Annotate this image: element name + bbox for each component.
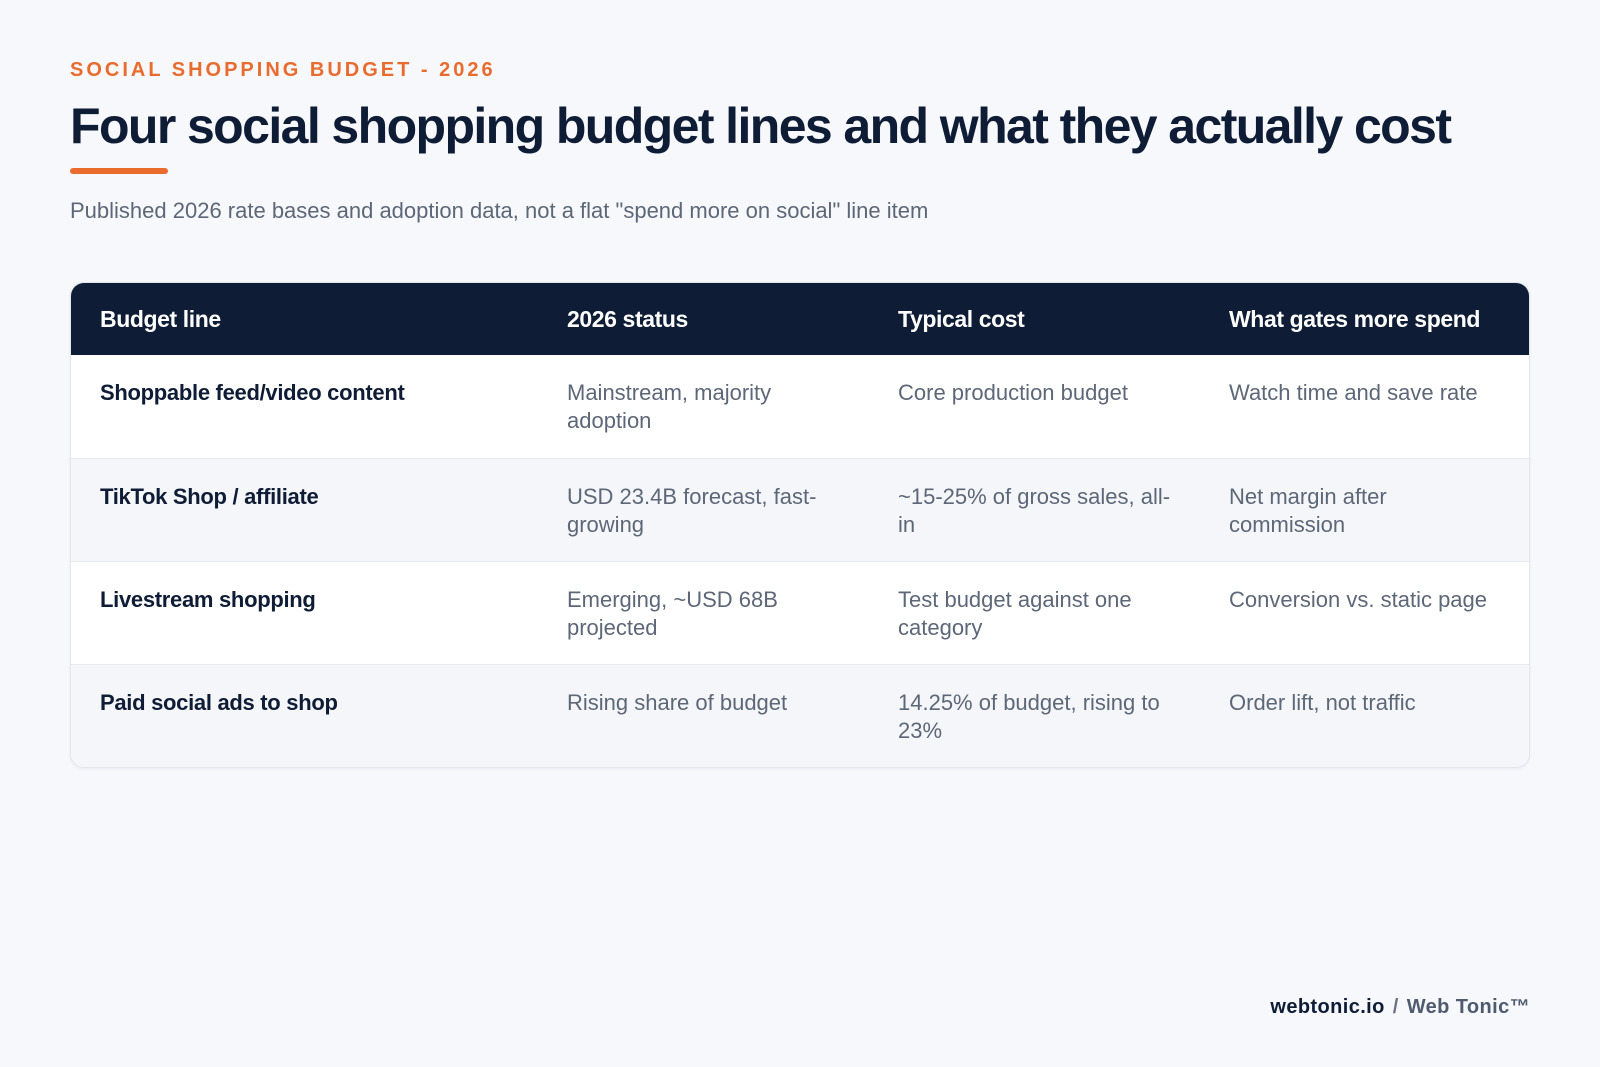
budget-line-cell: TikTok Shop / affiliate xyxy=(71,457,538,561)
status-cell: Rising share of budget xyxy=(538,663,869,767)
budget-line-cell: Shoppable feed/video content xyxy=(100,380,405,405)
footer-separator: / xyxy=(1392,996,1399,1018)
page-title: Four social shopping budget lines and wh… xyxy=(70,98,1452,154)
budget-table-card: Budget line 2026 status Typical cost Wha… xyxy=(70,282,1530,768)
gates-cell: Conversion vs. static page xyxy=(1200,560,1529,664)
typical-cost-cell: 14.25% of budget, rising to 23% xyxy=(869,663,1200,767)
footer-brand: Web Tonic™ xyxy=(1406,996,1530,1018)
column-header-typical-cost: Typical cost xyxy=(898,305,1025,332)
table-row: Livestream shopping Emerging, ~USD 68B p… xyxy=(71,560,1529,664)
table-row: Shoppable feed/video content Mainstream,… xyxy=(71,355,1529,458)
status-cell: USD 23.4B forecast, fast-growing xyxy=(538,457,869,561)
gates-cell: Net margin after commission xyxy=(1200,457,1529,561)
title-accent-bar xyxy=(70,168,168,174)
typical-cost-cell: Test budget against one category xyxy=(869,560,1200,664)
column-header-status: 2026 status xyxy=(567,305,688,332)
eyebrow-label: SOCIAL SHOPPING BUDGET - 2026 xyxy=(70,59,496,81)
table-header-row: Budget line 2026 status Typical cost Wha… xyxy=(71,283,1529,355)
status-cell: Emerging, ~USD 68B projected xyxy=(538,560,869,664)
gates-cell: Watch time and save rate xyxy=(1229,380,1478,405)
status-cell: Mainstream, majority adoption xyxy=(567,380,772,433)
typical-cost-cell: Core production budget xyxy=(898,380,1128,405)
budget-table: Budget line 2026 status Typical cost Wha… xyxy=(71,283,1529,767)
gates-cell: Order lift, not traffic xyxy=(1200,663,1529,767)
typical-cost-cell: ~15-25% of gross sales, all-in xyxy=(869,457,1200,561)
table-row: Paid social ads to shop Rising share of … xyxy=(71,663,1529,767)
column-header-budget-line: Budget line xyxy=(100,305,221,332)
footer-credit: webtonic.io / Web Tonic™ xyxy=(1270,996,1530,1019)
budget-line-cell: Livestream shopping xyxy=(71,560,538,664)
budget-line-cell: Paid social ads to shop xyxy=(71,663,538,767)
table-row: TikTok Shop / affiliate USD 23.4B foreca… xyxy=(71,457,1529,561)
page-subtitle: Published 2026 rate bases and adoption d… xyxy=(70,198,929,223)
column-header-gates: What gates more spend xyxy=(1229,305,1481,332)
footer-site: webtonic.io xyxy=(1270,996,1385,1018)
